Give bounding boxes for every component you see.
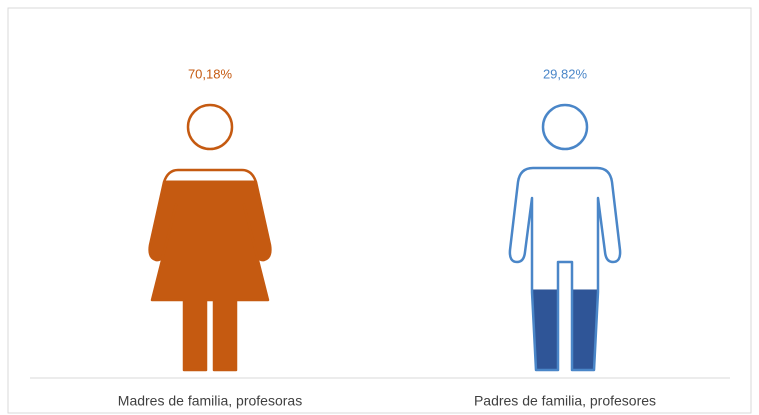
chart-frame — [7, 7, 752, 414]
value-label: 70,18% — [188, 66, 233, 81]
category-label: Padres de familia, profesores — [474, 393, 656, 409]
category-label: Madres de familia, profesoras — [118, 393, 302, 409]
figure-head — [541, 103, 589, 151]
figure-outline — [148, 168, 272, 372]
figure-head — [186, 103, 234, 151]
figure-outline — [508, 166, 622, 372]
value-label: 29,82% — [543, 66, 588, 81]
